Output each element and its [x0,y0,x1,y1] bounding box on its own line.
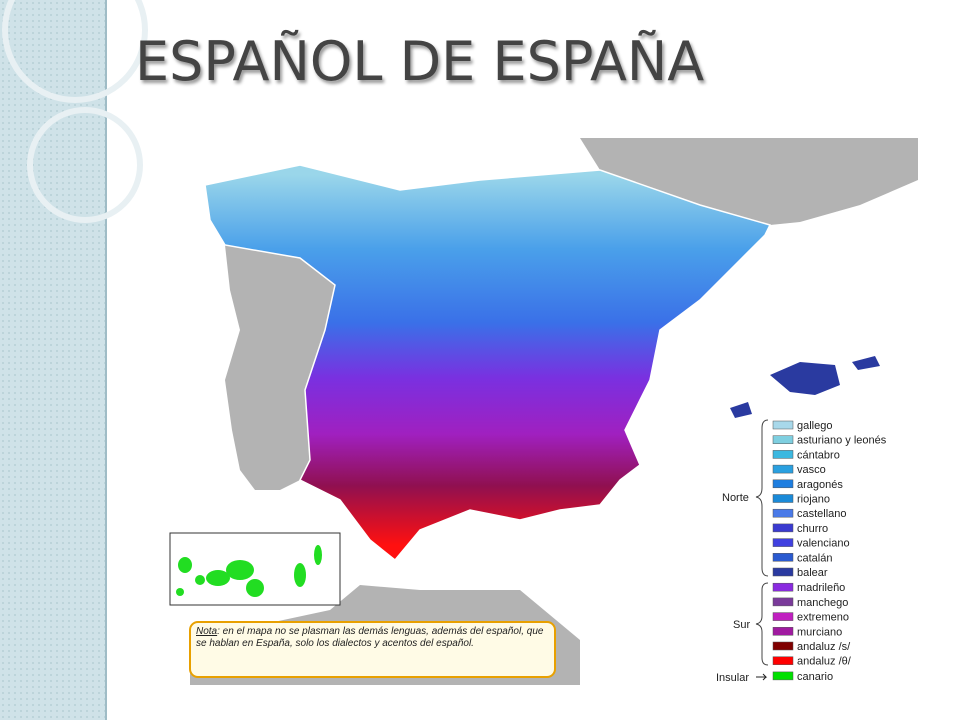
legend-group-label: Sur [733,619,750,631]
legend-swatch [772,627,794,636]
legend-swatch [772,523,794,533]
note-box [189,621,556,678]
legend-swatch [772,508,794,518]
legend-label: vasco [797,464,826,476]
legend-swatch [772,553,794,562]
legend-label: gallego [797,420,832,432]
decor-ring [27,107,143,223]
note: Nota: en el mapa no se plasman las demás… [196,626,548,650]
legend-box [765,418,918,685]
legend-label: asturiano y leonés [797,435,887,447]
legend-label: riojano [797,494,830,506]
note-text: : en el mapa no se plasman las demás len… [196,626,544,649]
legend-label: madrileño [797,582,845,594]
legend-group-label: Norte [722,492,749,504]
legend-label: andaluz /s/ [797,641,851,653]
legend-label: churro [797,523,828,535]
legend-label: balear [797,567,828,579]
legend-swatch [772,464,794,474]
legend-label: castellano [797,508,847,520]
brace [755,419,769,577]
legend-swatch [772,671,794,681]
mallorca [770,362,840,395]
legend-swatch [772,538,794,547]
legend-label: murciano [797,626,842,638]
legend-label: manchego [797,597,848,609]
spain [204,164,772,562]
legend-label: extremeno [797,612,849,624]
menorca [852,356,880,370]
legend-swatch [772,420,794,430]
brace [755,582,769,666]
note-label: Nota [196,626,218,637]
legend-swatch [772,612,794,621]
legend-label: andaluz /θ/ [797,656,852,668]
legend-label: catalán [797,552,832,564]
legend-swatch [772,597,794,607]
legend-swatch [772,479,794,489]
decor-ring [2,0,148,103]
legend-swatch [772,435,794,444]
legend: gallego asturiano y leonés cántabro vasco ar… [716,420,887,684]
legend-swatch [772,450,794,459]
map [169,138,918,685]
legend-swatch [772,582,794,592]
legend-swatch [772,641,794,651]
legend-label: valenciano [797,538,850,550]
legend-label: cántabro [797,449,840,461]
legend-group-label: Insular [716,672,749,684]
ibiza [730,402,752,418]
legend-label: canario [797,671,833,683]
legend-swatch [772,567,794,577]
legend-swatch [772,494,794,503]
legend-swatch [772,656,794,665]
slide-title: ESPAÑOL DE ESPAÑA [135,30,705,93]
arrow [756,673,768,681]
france [580,138,918,225]
legend-label: aragonés [797,479,843,491]
canary-islands [176,545,322,597]
